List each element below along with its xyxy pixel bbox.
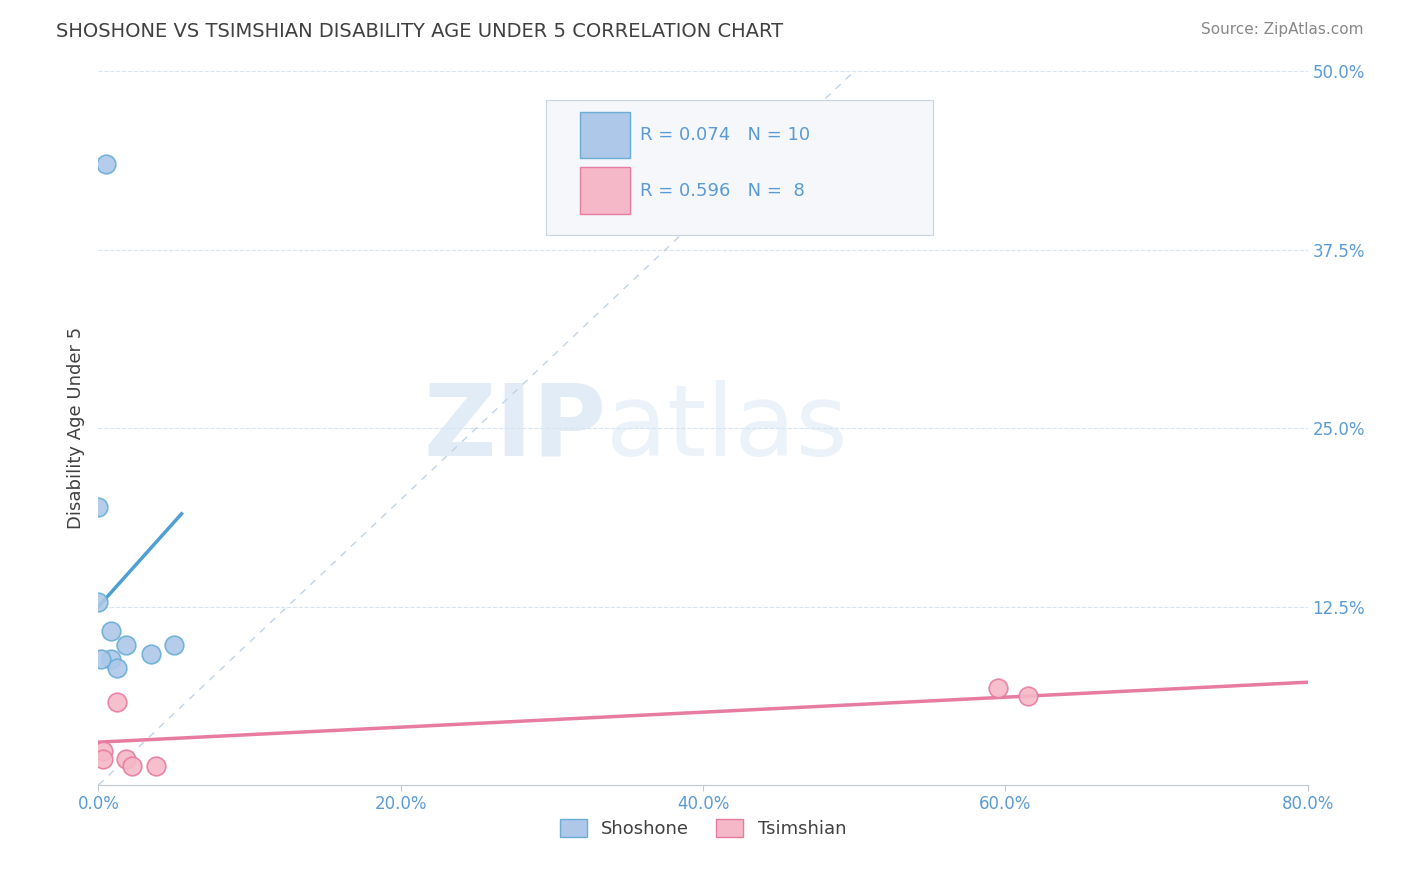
Point [114, 638, 136, 652]
FancyBboxPatch shape [579, 112, 630, 158]
Text: Source: ZipAtlas.com: Source: ZipAtlas.com [1201, 22, 1364, 37]
Point [163, 638, 186, 652]
Point [91, 752, 114, 766]
FancyBboxPatch shape [579, 168, 630, 214]
Point [87, 500, 110, 514]
Point [105, 661, 128, 675]
Point [100, 652, 122, 666]
Point [987, 681, 1010, 695]
Point [145, 759, 167, 773]
Point [90, 652, 112, 666]
Text: ZIP: ZIP [423, 380, 606, 476]
Y-axis label: Disability Age Under 5: Disability Age Under 5 [66, 327, 84, 529]
Legend: Shoshone, Tsimshian: Shoshone, Tsimshian [551, 810, 855, 847]
Point [94, 157, 117, 171]
Text: R = 0.596   N =  8: R = 0.596 N = 8 [640, 182, 804, 200]
Text: R = 0.074   N = 10: R = 0.074 N = 10 [640, 126, 810, 144]
FancyBboxPatch shape [546, 100, 932, 235]
Point [1017, 690, 1039, 704]
Point [114, 752, 136, 766]
Point [105, 695, 128, 709]
Text: atlas: atlas [606, 380, 848, 476]
Point [91, 744, 114, 758]
Point [87, 595, 110, 609]
Point [100, 624, 122, 638]
Point [141, 647, 163, 661]
Point [121, 759, 143, 773]
Text: SHOSHONE VS TSIMSHIAN DISABILITY AGE UNDER 5 CORRELATION CHART: SHOSHONE VS TSIMSHIAN DISABILITY AGE UND… [56, 22, 783, 41]
